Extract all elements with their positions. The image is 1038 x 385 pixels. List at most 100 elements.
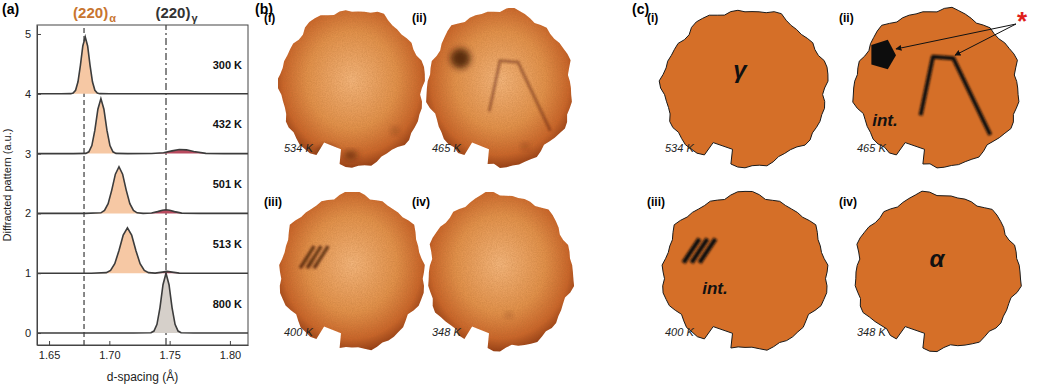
subpanel-label: (ii)	[412, 11, 427, 25]
micrograph	[426, 192, 574, 352]
reference-label-subscript: γ	[191, 12, 198, 24]
martensite-plate	[700, 239, 716, 263]
phase-label: int.	[872, 111, 898, 130]
subpanel-label: (i)	[264, 11, 275, 25]
micrograph	[278, 192, 426, 352]
micrograph-feature	[317, 147, 336, 158]
reference-label: (220)	[155, 4, 190, 21]
micrograph-field	[278, 192, 426, 352]
figure: (a)300 K432 K501 K513 K800 K(220)α(220)γ…	[0, 0, 1038, 385]
tick-mark	[37, 34, 41, 35]
plot-area	[37, 25, 248, 345]
series-label: 300 K	[213, 59, 242, 71]
temperature-label: 534 K	[284, 142, 313, 154]
temperature-label: 348 K	[857, 326, 886, 338]
axis-line	[38, 345, 249, 346]
tick-label: 5	[25, 28, 31, 40]
micrograph-feature	[307, 246, 321, 268]
diffraction-line	[37, 228, 248, 273]
micrograph-feature	[343, 151, 357, 159]
series-label: 513 K	[213, 238, 242, 250]
tick: 1.80	[220, 341, 241, 361]
grain-outline	[853, 7, 1019, 168]
tick: 0	[25, 327, 41, 339]
micrograph-field	[426, 8, 574, 168]
temperature-label: 400 K	[284, 326, 313, 338]
annotation-arrow	[896, 24, 1016, 49]
peak-fill	[37, 99, 127, 154]
micrograph-texture	[426, 8, 574, 168]
series-label: 800 K	[213, 298, 242, 310]
grain-outline	[662, 191, 828, 350]
peak-fill	[37, 37, 248, 94]
y-axis: 0 1 2 3 4 5	[25, 26, 41, 346]
micrograph-feature	[392, 128, 399, 134]
tick-mark	[37, 213, 41, 214]
diffraction-line	[37, 273, 248, 333]
series-label: 501 K	[213, 178, 242, 190]
tick: 1.75	[159, 341, 180, 361]
micrograph-feature	[450, 48, 470, 68]
tick-label: 4	[25, 88, 31, 100]
peak-fill	[37, 228, 155, 273]
micrograph-feature	[314, 246, 328, 268]
tick-label: 1.80	[220, 349, 241, 361]
tick-mark	[170, 341, 171, 345]
tick-label: 2	[25, 207, 31, 219]
micrograph-texture	[278, 8, 426, 168]
martensite-plate	[921, 57, 991, 135]
plot-frame	[37, 25, 248, 345]
axis-line	[37, 26, 38, 346]
tick-label: 1.65	[39, 349, 60, 361]
tick-label: 1.75	[159, 349, 180, 361]
panel-label: (a)	[2, 1, 19, 17]
subpanel-label: (iv)	[839, 195, 857, 209]
annotation-arrow	[955, 24, 1016, 55]
grain-outline	[855, 191, 1021, 351]
tick-mark	[37, 154, 41, 155]
x-axis: 1.65 1.70 1.75 1.80	[38, 341, 249, 361]
tick: 2	[25, 207, 41, 219]
diffraction-line	[37, 99, 248, 154]
temperature-label: 348 K	[432, 326, 461, 338]
micrograph-feature	[522, 143, 529, 149]
tick-mark	[230, 341, 231, 345]
micrograph	[426, 8, 574, 168]
temperature-label: 534 K	[665, 142, 694, 154]
tick-label: 1.70	[99, 349, 120, 361]
micrograph-field	[278, 8, 426, 168]
tick-label: 0	[25, 327, 31, 339]
tick: 1.70	[99, 341, 120, 361]
subpanel-label: (iv)	[412, 195, 430, 209]
subpanel-label: (ii)	[839, 11, 854, 25]
tick-label: 3	[25, 148, 31, 160]
tick-mark	[49, 341, 50, 345]
tick: 1	[25, 267, 41, 279]
micrograph-field	[426, 192, 574, 352]
phase-label: α	[930, 245, 946, 272]
martensite-plate	[871, 40, 896, 70]
subpanel-label: (iii)	[264, 195, 282, 209]
y-axis-title: Diffracted pattern (a.u.)	[1, 129, 13, 242]
tick-mark	[109, 341, 110, 345]
tick-mark	[37, 273, 41, 274]
tick-mark	[37, 94, 41, 95]
tick-mark	[37, 333, 41, 334]
tick: 5	[25, 28, 41, 40]
grain-outline	[659, 10, 828, 168]
micrograph	[278, 8, 426, 168]
reference-label-subscript: α	[109, 12, 116, 24]
temperature-label: 400 K	[665, 326, 694, 338]
peak-fill	[37, 273, 248, 333]
annotation-mark: *	[1017, 6, 1028, 36]
micrograph-texture	[426, 192, 574, 352]
diffraction-line	[37, 37, 248, 94]
reference-label: (220)	[73, 4, 108, 21]
series-label: 432 K	[213, 118, 242, 130]
micrograph-feature	[300, 246, 314, 268]
tick: 4	[25, 88, 41, 100]
temperature-label: 465 K	[857, 142, 886, 154]
temperature-label: 465 K	[432, 142, 461, 154]
micrograph-feature	[506, 313, 512, 318]
x-axis-title: d-spacing (Å)	[107, 369, 178, 384]
